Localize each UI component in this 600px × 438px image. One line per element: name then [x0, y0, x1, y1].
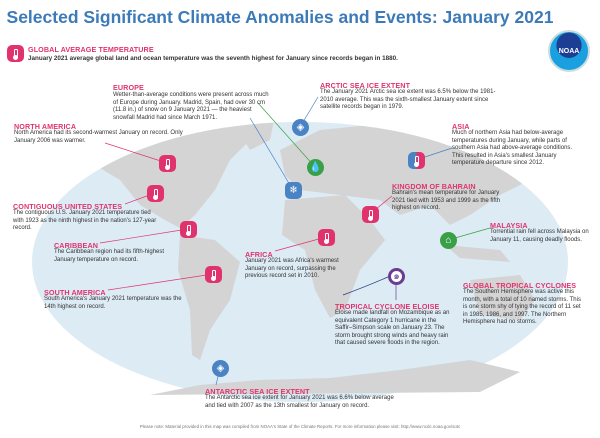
- europe-heading: EUROPE: [113, 83, 144, 92]
- cyclone-icon: ๑: [388, 268, 405, 285]
- antarctic-text: The Antarctic sea ice extent for January…: [205, 395, 394, 409]
- asia-heading: ASIA: [452, 122, 470, 131]
- europe-text: Wetter-than-average conditions were pres…: [113, 92, 269, 121]
- north-america-heading: NORTH AMERICA: [14, 122, 77, 131]
- africa: [282, 195, 385, 318]
- thermometer-icon: [159, 155, 176, 172]
- thermometer-icon: [318, 229, 335, 246]
- caribbean-text: The Caribbean region had its fifth-highe…: [54, 249, 165, 263]
- us-heading: CONTIGUOUS UNITED STATES: [13, 202, 123, 211]
- thermometer-icon: [408, 152, 425, 169]
- global-heading: GLOBAL AVERAGE TEMPERATURE: [28, 45, 154, 54]
- cyclones-heading: GLOBAL TROPICAL CYCLONES: [463, 281, 577, 290]
- bahrain-text: Bahrain's mean temperature for January 2…: [392, 190, 501, 212]
- malaysia-heading: MALAYSIA: [490, 221, 528, 230]
- antarctica: [150, 360, 520, 395]
- antarctic-heading: ANTARCTIC SEA ICE EXTENT: [205, 387, 310, 396]
- snowflake-icon: ❄: [285, 182, 302, 199]
- thermometer-icon: [362, 206, 379, 223]
- africa-heading: AFRICA: [245, 250, 273, 259]
- thermometer-icon: [180, 221, 197, 238]
- noaa-logo: NOAA: [548, 30, 590, 72]
- asia-text: Much of northern Asia had below-average …: [452, 130, 573, 167]
- thermometer-icon: [147, 185, 164, 202]
- caribbean-heading: CARIBBEAN: [54, 241, 99, 250]
- arctic-text: The January 2021 Arctic sea ice extent w…: [320, 89, 496, 111]
- australia: [470, 275, 535, 320]
- global-text: January 2021 average global land and oce…: [28, 55, 398, 62]
- south-america: [178, 235, 240, 360]
- south-america-heading: SOUTH AMERICA: [44, 288, 106, 297]
- precipitation-icon: 💧: [307, 159, 324, 176]
- page-title: Selected Significant Climate Anomalies a…: [6, 7, 554, 27]
- africa-text: January 2021 was Africa's warmest Januar…: [245, 258, 339, 280]
- sea-ice-icon: ◈: [212, 360, 229, 377]
- footer-note: Please note: Material provided in this m…: [139, 424, 461, 429]
- eloise-heading: TROPICAL CYCLONE ELOISE: [335, 302, 440, 311]
- flood-icon: ⌂: [440, 232, 457, 249]
- thermometer-icon: [205, 266, 222, 283]
- sea-ice-icon: ◈: [292, 119, 309, 136]
- us-text: The contiguous U.S. January 2021 tempera…: [13, 210, 157, 232]
- indonesia: [445, 245, 510, 262]
- thermometer-icon: [7, 45, 24, 62]
- malaysia-text: Torrential rain fell across Malaysia on …: [490, 229, 589, 243]
- eloise-text: Eloise made landfall on Mozambique as an…: [335, 310, 450, 347]
- north-america-text: North America had its second-warmest Jan…: [14, 130, 183, 144]
- cyclones-text: The Southern Hemisphere was active this …: [463, 289, 581, 326]
- arctic-heading: ARCTIC SEA ICE EXTENT: [320, 81, 411, 90]
- bahrain-heading: KINGDOM OF BAHRAIN: [392, 182, 476, 191]
- south-america-text: South America's January 2021 temperature…: [44, 296, 182, 310]
